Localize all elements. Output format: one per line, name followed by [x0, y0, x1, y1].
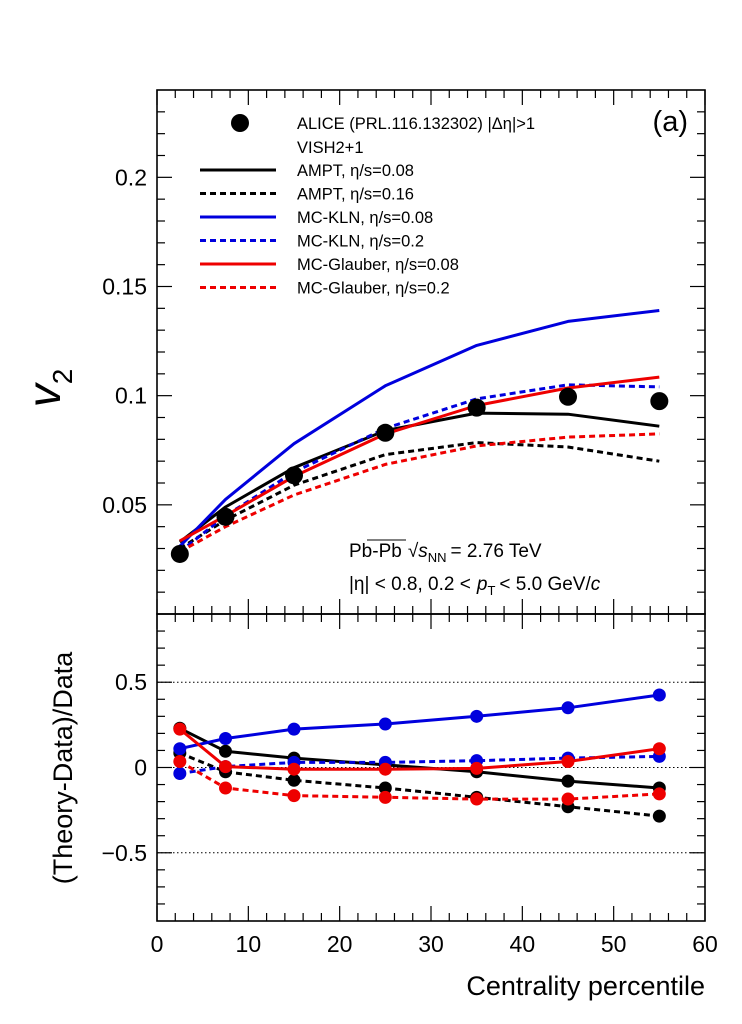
- bottom-panel: −0.5 0 0.5 0 10 20 30 40 50 60 (Theory-Data)/Dat…: [48, 613, 718, 957]
- annotation-range: < 5.0 GeV/: [499, 574, 591, 595]
- annotation-nn: NN: [428, 550, 447, 565]
- bottom-y-tick-label: 0: [134, 755, 147, 781]
- ratio-point-mc-kln-s-0-08: [378, 717, 392, 731]
- collision-annotation: Pb-Pb √sNN = 2.76 TeV |η| < 0.8, 0.2 < pT < …: [349, 539, 601, 598]
- top-y-tick-label: 0.1: [115, 383, 147, 409]
- top-y-tick-label: 0.15: [102, 274, 147, 300]
- legend-label-mc-glauber-s-0-08: MC-Glauber, η/s=0.08: [297, 256, 459, 274]
- x-axis: 0 10 20 30 40 50 60: [151, 614, 718, 957]
- alice-data-point: [559, 387, 577, 406]
- ratio-point-ampt-s-0-08: [561, 774, 575, 788]
- x-tick-label: 0: [151, 931, 164, 957]
- x-tick-label: 20: [327, 931, 353, 957]
- reference-lines: [157, 681, 705, 854]
- ratio-point-mc-glauber-s-0-08: [173, 722, 187, 736]
- ratio-point-mc-kln-s-0-08: [652, 688, 666, 702]
- alice-data-point: [467, 398, 486, 417]
- x-tick-label: 40: [510, 931, 536, 957]
- top-y-axis-title: v2: [18, 369, 78, 408]
- bottom-y-axis: −0.5 0 0.5: [102, 630, 705, 905]
- alice-data-point: [285, 466, 303, 485]
- x-tick-label: 30: [418, 931, 444, 957]
- v2-subscript: 2: [47, 369, 78, 385]
- legend-label-mc-glauber-s-0-2: MC-Glauber, η/s=0.2: [297, 280, 450, 298]
- ratio-point-mc-glauber-s-0-08: [287, 762, 301, 776]
- ratio-point-mc-glauber-s-0-08: [561, 755, 575, 769]
- annotation-system-line: Pb-Pb √sNN = 2.76 TeV: [349, 541, 542, 565]
- annotation-energy: = 2.76 TeV: [451, 541, 542, 562]
- annotation-c: c: [591, 574, 601, 595]
- ratio-point-ampt-s-0-08: [219, 744, 232, 758]
- top-y-tick-label: 0.2: [115, 164, 147, 190]
- legend-label-alice: ALICE (PRL.116.132302) |Δη|>1: [297, 115, 535, 133]
- ratio-point-mc-kln-s-0-08: [470, 709, 484, 723]
- annotation-system: Pb-Pb: [349, 541, 402, 562]
- ratio-curves: [173, 688, 666, 823]
- bottom-y-tick-label: 0.5: [115, 669, 147, 695]
- top-y-tick-label: 0.05: [102, 492, 147, 518]
- ratio-point-mc-kln-s-0-08: [287, 722, 301, 736]
- curve-ampt-s-0-16: [179, 441, 660, 550]
- curve-mc-kln-s-0-08: [178, 309, 660, 548]
- ratio-point-ampt-s-0-16: [378, 781, 392, 795]
- v2-symbol: v: [18, 381, 70, 407]
- ratio-point-mc-glauber-s-0-2: [378, 790, 392, 804]
- legend-marker-alice: [231, 114, 249, 132]
- bottom-y-tick-label: −0.5: [102, 840, 147, 866]
- alice-data-point: [376, 423, 395, 442]
- x-tick-label: 10: [236, 931, 262, 957]
- annotation-s: s: [418, 541, 428, 562]
- alice-data-points: [170, 387, 669, 563]
- top-panel: 0.05 0.1 0.15 0.2 v2 (a) ALICE (PRL.116.132…: [18, 89, 706, 615]
- legend-label-ampt-s-0-08: AMPT, η/s=0.08: [297, 162, 414, 180]
- ratio-point-mc-glauber-s-0-2: [652, 787, 666, 801]
- x-axis-title: Centrality percentile: [466, 971, 705, 1001]
- ratio-point-mc-glauber-s-0-2: [470, 792, 484, 806]
- ratio-point-ampt-s-0-16: [652, 809, 666, 823]
- alice-data-point: [170, 544, 189, 563]
- ratio-point-mc-glauber-s-0-2: [287, 789, 301, 803]
- x-tick-label: 50: [601, 931, 627, 957]
- alice-data-point: [216, 507, 235, 526]
- ratio-point-ampt-s-0-16: [287, 773, 301, 787]
- top-x-axis-ticks: [156, 90, 706, 614]
- legend-label-ampt-s-0-16: AMPT, η/s=0.16: [297, 186, 414, 204]
- ratio-point-mc-glauber-s-0-08: [378, 762, 392, 776]
- legend: ALICE (PRL.116.132302) |Δη|>1 VISH2+1 AM…: [200, 114, 535, 298]
- annotation-p: p: [476, 574, 488, 595]
- legend-label-mc-kln-s-0-08: MC-KLN, η/s=0.08: [297, 209, 433, 227]
- ratio-point-mc-glauber-s-0-08: [470, 761, 484, 775]
- annotation-kinematics: |η| < 0.8, 0.2 < pT < 5.0 GeV/c: [349, 574, 601, 598]
- curve-mc-kln-s-0-2: [178, 383, 660, 553]
- bottom-y-axis-title: (Theory-Data)/Data: [48, 651, 78, 885]
- ratio-point-mc-kln-s-0-08: [561, 701, 575, 715]
- x-tick-label: 60: [692, 931, 718, 957]
- ratio-point-mc-glauber-s-0-2: [561, 792, 575, 806]
- ratio-point-mc-kln-s-0-08: [219, 732, 232, 746]
- legend-group-vish: VISH2+1: [297, 139, 364, 157]
- curve-mc-glauber-s-0-08: [179, 375, 660, 543]
- alice-data-point: [650, 392, 669, 411]
- annotation-eta: |η| < 0.8, 0.2 <: [349, 574, 471, 595]
- ratio-point-mc-kln-s-0-08: [173, 742, 187, 756]
- panel-label: (a): [653, 106, 688, 138]
- ratio-point-mc-glauber-s-0-08: [219, 760, 232, 774]
- ratio-point-mc-glauber-s-0-08: [652, 742, 666, 756]
- top-model-curves: [178, 309, 660, 554]
- annotation-T: T: [487, 583, 495, 598]
- ratio-point-mc-kln-s-0-2: [173, 766, 187, 780]
- legend-label-mc-kln-s-0-2: MC-KLN, η/s=0.2: [297, 233, 424, 251]
- top-y-axis: 0.05 0.1 0.15 0.2: [102, 111, 705, 593]
- curve-mc-glauber-s-0-2: [179, 432, 660, 554]
- ratio-point-mc-glauber-s-0-2: [219, 781, 232, 795]
- ratio-point-mc-glauber-s-0-2: [173, 755, 187, 769]
- sqrt-symbol: √: [408, 541, 419, 562]
- ratio-curve-mc-kln-s-0-08: [179, 693, 660, 751]
- legend-entries: AMPT, η/s=0.08 AMPT, η/s=0.16 MC-KLN, η/s=…: [200, 162, 459, 298]
